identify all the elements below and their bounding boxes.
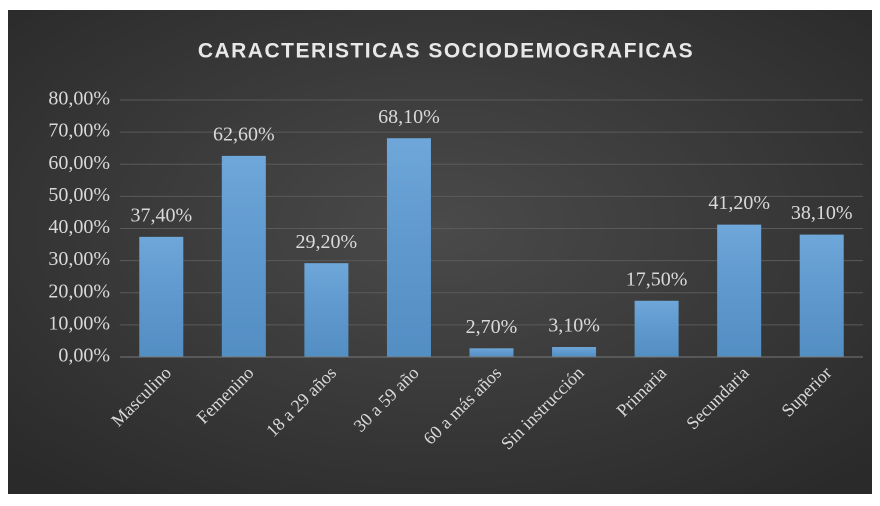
bar-shade [469, 348, 514, 357]
data-label: 68,10% [378, 106, 440, 128]
bar-shade [386, 138, 431, 357]
bar-shade [634, 300, 679, 357]
y-tick-label: 0,00% [58, 345, 110, 367]
bar-shade [221, 155, 266, 357]
y-tick-label: 20,00% [48, 280, 110, 302]
y-tick-label: 10,00% [48, 312, 110, 334]
bar-shade [304, 263, 349, 357]
data-label: 62,60% [213, 123, 275, 145]
bar-shade [139, 236, 184, 357]
bar-shade [717, 224, 762, 357]
y-tick-label: 30,00% [48, 248, 110, 270]
data-label: 37,40% [130, 204, 192, 226]
data-label: 3,10% [548, 315, 600, 337]
data-label: 29,20% [296, 231, 358, 253]
data-label: 38,10% [791, 202, 853, 224]
y-tick-label: 60,00% [48, 152, 110, 174]
y-tick-label: 80,00% [48, 88, 110, 110]
bar-shade [799, 234, 844, 357]
bar-shade [552, 347, 597, 357]
data-label: 2,70% [466, 316, 518, 338]
chart-title: CARACTERISTICAS SOCIODEMOGRAFICAS [198, 40, 694, 63]
y-tick-label: 70,00% [48, 120, 110, 142]
y-tick-label: 50,00% [48, 184, 110, 206]
y-tick-label: 40,00% [48, 216, 110, 238]
data-label: 41,20% [708, 192, 770, 214]
data-label: 17,50% [626, 268, 688, 290]
